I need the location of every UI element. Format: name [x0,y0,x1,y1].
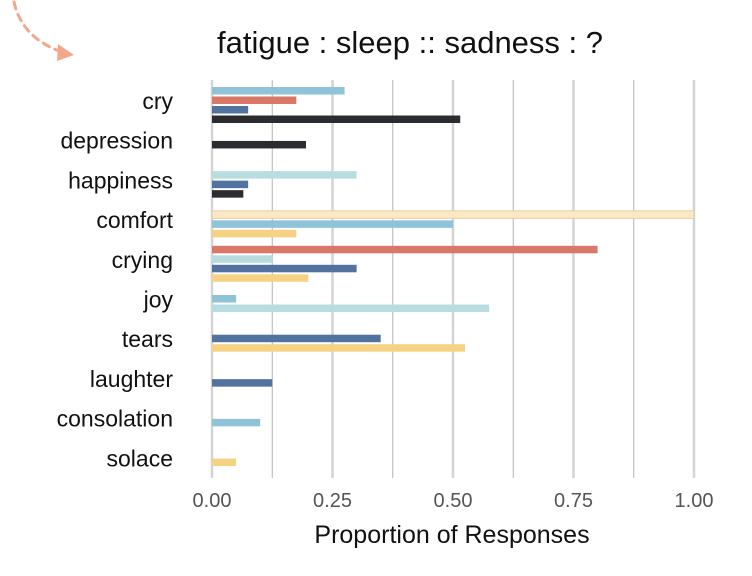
chart-title: fatigue : sleep :: sadness : ? [217,25,603,60]
bar [211,210,695,219]
bar [212,220,453,228]
x-tick-label: 0.25 [313,490,352,512]
bar [212,379,273,387]
x-tick-label: 0.50 [434,490,473,512]
category-label: tears [122,326,173,352]
bar [212,295,237,303]
bar [212,171,357,179]
x-tick-label: 1.00 [675,490,714,512]
decorative-arrowhead-icon [57,44,74,61]
bar [212,458,237,467]
category-labels: cry depression happiness comfort crying joy te… [57,88,174,471]
bar [212,140,306,149]
grid [210,80,696,478]
category-label: comfort [96,207,173,233]
decorative-arrow-icon [12,0,64,54]
bar [212,245,598,254]
bar [212,274,309,282]
category-label: cry [142,88,173,114]
bar [212,96,297,104]
bar [212,264,357,273]
category-label: joy [143,287,174,313]
tick-labels: 0.00 0.25 0.50 0.75 1.00 [193,490,714,512]
bar [212,304,490,312]
bars [211,87,695,467]
bar [212,180,249,189]
bar [212,190,244,198]
bar [212,334,381,343]
x-tick-label: 0.75 [554,490,593,512]
category-label: depression [60,128,173,154]
category-label: crying [112,247,173,273]
bar [212,344,466,352]
category-label: solace [107,445,173,471]
bar [212,229,297,238]
category-label: happiness [68,167,173,193]
bar [212,255,273,263]
bar [212,106,249,114]
x-tick-label: 0.00 [193,490,232,512]
category-label: consolation [57,406,173,432]
bar [212,115,461,123]
category-label: laughter [90,366,173,392]
bar [212,418,261,427]
x-axis-title: Proportion of Responses [314,521,589,549]
bar [212,87,345,95]
